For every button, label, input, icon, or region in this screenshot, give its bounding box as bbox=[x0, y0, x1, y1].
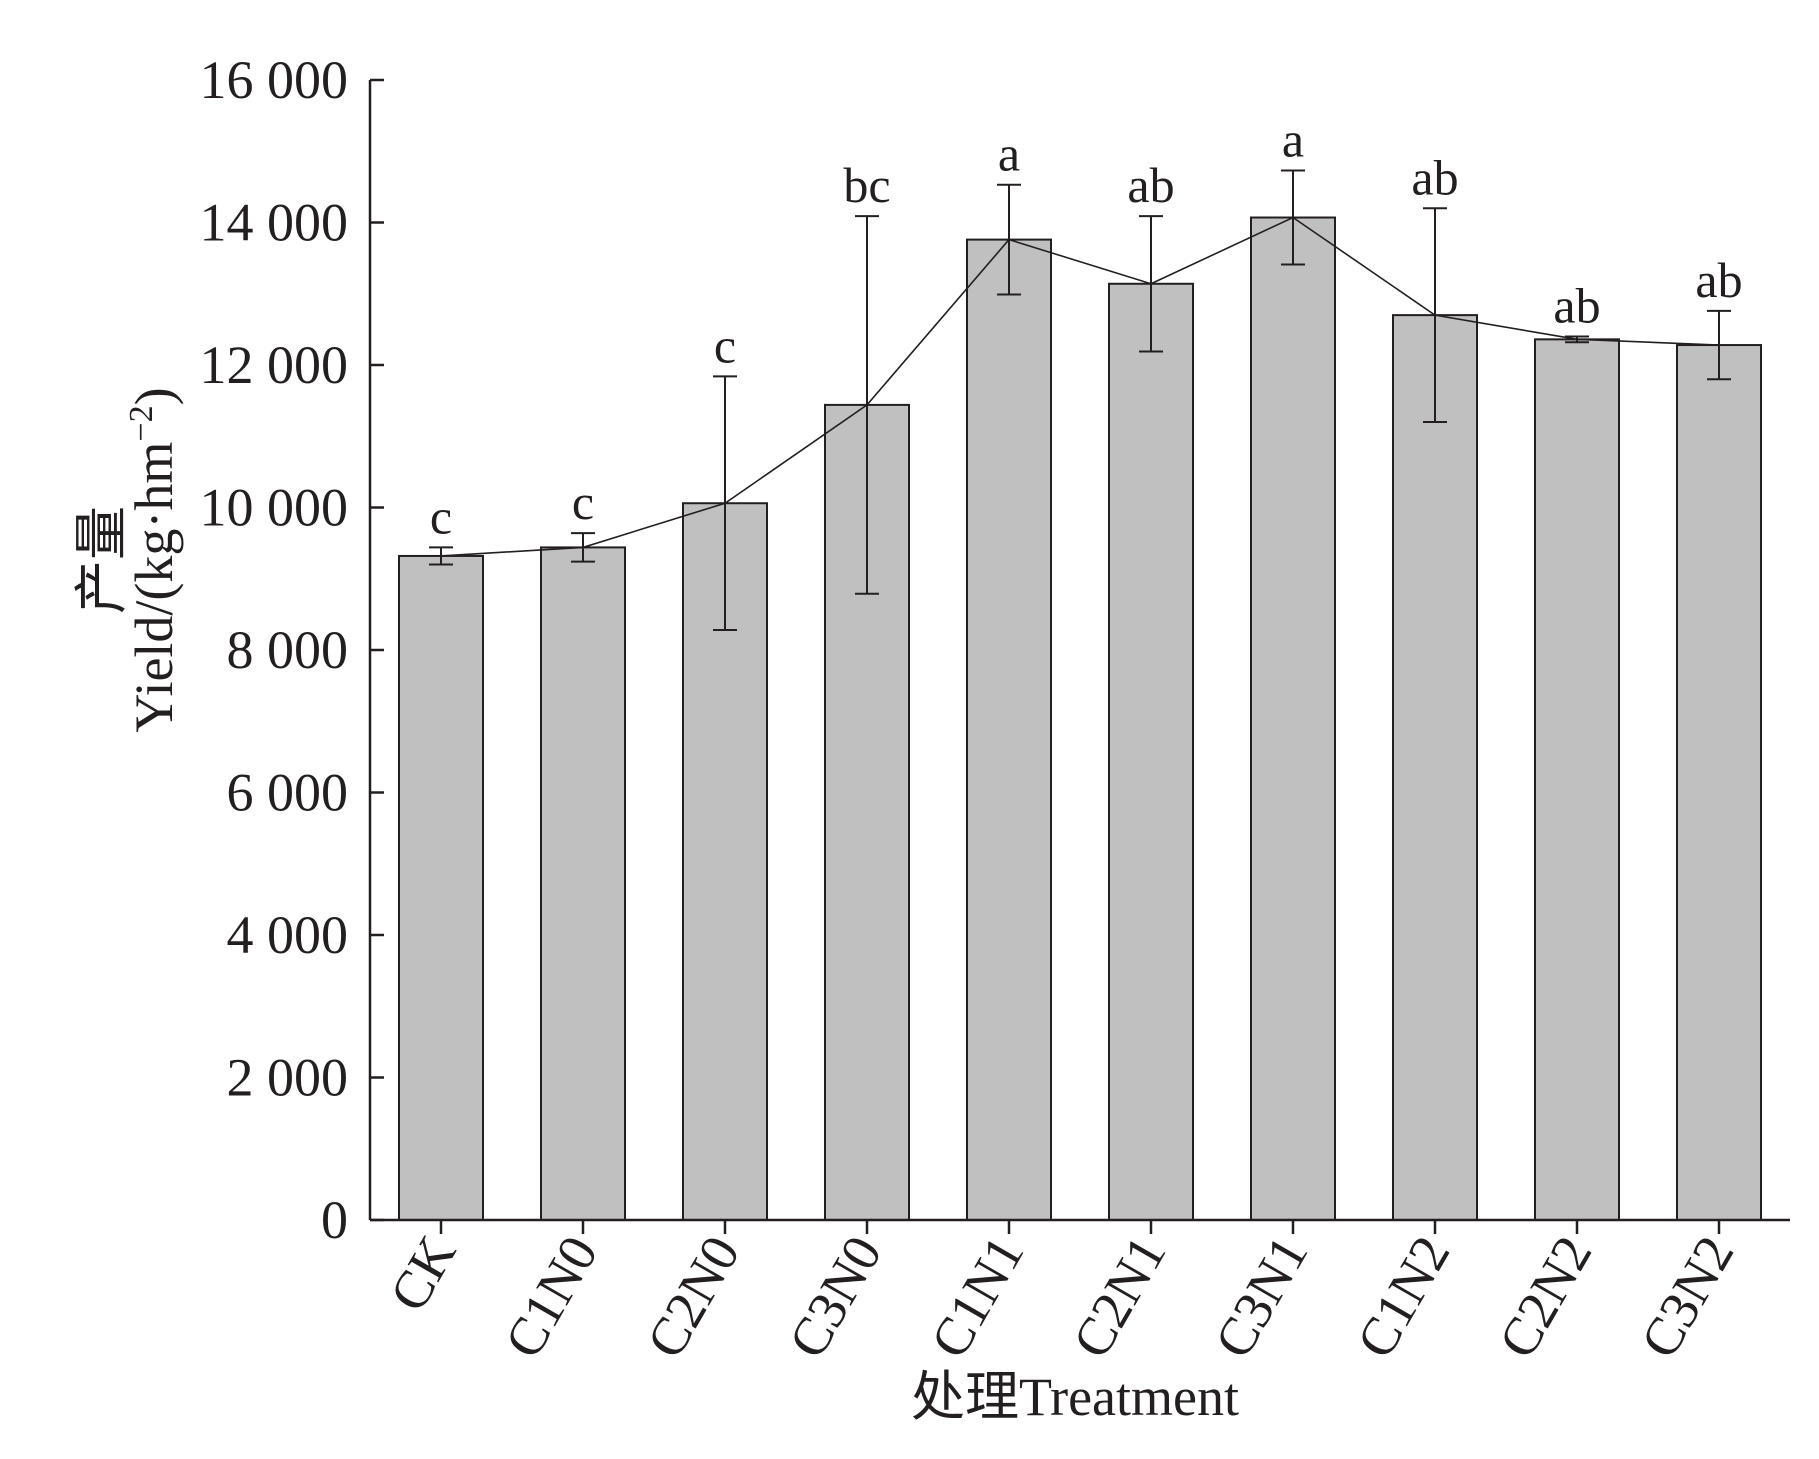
y-tick-label: 2 000 bbox=[227, 1048, 349, 1108]
significance-label: a bbox=[1282, 111, 1304, 167]
significance-labels-layer: c c c bc a ab a ab ab ab bbox=[430, 111, 1743, 544]
y-tick-label: 14 000 bbox=[200, 193, 349, 253]
bar-c1n2 bbox=[1392, 314, 1478, 1221]
x-tick-label: C2N1 bbox=[1061, 1226, 1177, 1368]
significance-label: bc bbox=[843, 157, 890, 213]
x-tick-label: C1N0 bbox=[493, 1226, 609, 1368]
x-tick-label-group: C1N0 bbox=[493, 1226, 609, 1368]
trend-layer bbox=[440, 216, 1720, 557]
x-tick-label-group: C1N1 bbox=[919, 1226, 1035, 1368]
y-tick-label: 8 000 bbox=[227, 620, 349, 680]
x-tick-label-group: C1N2 bbox=[1345, 1226, 1461, 1368]
svg-text:Yield/(kg·hm−2): Yield/(kg·hm−2) bbox=[123, 387, 184, 732]
x-tick-label-group: C3N1 bbox=[1203, 1226, 1319, 1368]
bar-ck bbox=[398, 554, 484, 1221]
y-tick-label: 4 000 bbox=[227, 905, 349, 965]
x-axis-label: 处理Treatment bbox=[911, 1367, 1239, 1427]
bar-c2n1 bbox=[1108, 282, 1194, 1221]
x-tick-label: C1N1 bbox=[919, 1226, 1035, 1368]
significance-label: ab bbox=[1553, 278, 1600, 334]
x-tick-label-group: C2N2 bbox=[1487, 1226, 1603, 1368]
bar-c2n2 bbox=[1534, 338, 1620, 1222]
bars-layer bbox=[398, 216, 1762, 1222]
bar-c3n2 bbox=[1676, 344, 1762, 1221]
x-tick-label: CK bbox=[378, 1226, 467, 1321]
y-axis-label-sup: −2 bbox=[123, 405, 160, 441]
error-bars-layer bbox=[429, 169, 1731, 632]
y-tick-label: 16 000 bbox=[200, 50, 349, 110]
y-axis-label-en: Yield/(kg·hm bbox=[124, 442, 184, 733]
y-tick-label: 12 000 bbox=[200, 335, 349, 395]
y-tick-label: 0 bbox=[321, 1190, 348, 1250]
x-tick-label-group: C2N1 bbox=[1061, 1226, 1177, 1368]
significance-label: ab bbox=[1695, 252, 1742, 308]
trend-line bbox=[440, 216, 1720, 557]
significance-label: ab bbox=[1411, 149, 1458, 205]
x-tick-label: C2N2 bbox=[1487, 1226, 1603, 1368]
x-tick-label: C3N0 bbox=[777, 1226, 893, 1368]
significance-label: c bbox=[430, 488, 452, 544]
x-tick-label-group: C2N0 bbox=[635, 1226, 751, 1368]
x-tick-label: C2N0 bbox=[635, 1226, 751, 1368]
significance-label: c bbox=[714, 317, 736, 373]
x-tick-label-group: C3N2 bbox=[1629, 1226, 1745, 1368]
x-tick-label: C1N2 bbox=[1345, 1226, 1461, 1368]
x-tick-label: C3N1 bbox=[1203, 1226, 1319, 1368]
bar-c3n1 bbox=[1250, 216, 1336, 1221]
x-tick-label-group: CK bbox=[378, 1226, 467, 1321]
significance-label: ab bbox=[1127, 157, 1174, 213]
bar-c1n0 bbox=[540, 546, 626, 1221]
y-tick-label: 6 000 bbox=[227, 763, 349, 823]
y-axis-label-close: ) bbox=[124, 387, 184, 405]
x-tick-label: C3N2 bbox=[1629, 1226, 1745, 1368]
significance-label: a bbox=[998, 126, 1020, 182]
x-tick-label-group: C3N0 bbox=[777, 1226, 893, 1368]
x-ticks-layer: CK C1N0 C2N0 C3N0 C1N1 C2N1 C3N1 C1N2 C2N2 C3N2 bbox=[378, 1220, 1745, 1368]
y-ticks-layer: 0 2 000 4 000 6 000 8 000 10 000 12 000 14 000 1… bbox=[200, 50, 384, 1250]
y-tick-label: 10 000 bbox=[200, 478, 349, 538]
significance-label: c bbox=[572, 474, 594, 530]
y-axis-label: 产量 Yield/(kg·hm−2) bbox=[72, 387, 184, 732]
y-axis-label-cn: 产量 bbox=[72, 506, 132, 614]
bar-c1n1 bbox=[966, 238, 1052, 1222]
svg-text:产量: 产量 bbox=[72, 506, 132, 614]
